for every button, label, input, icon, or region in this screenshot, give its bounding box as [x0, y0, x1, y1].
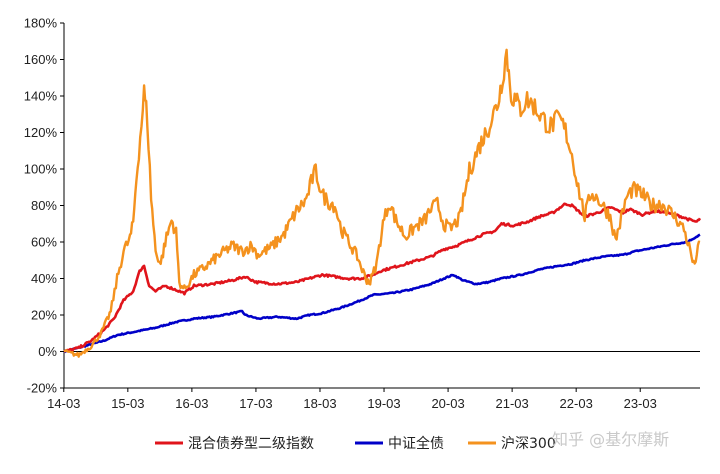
- x-tick-label: 23-03: [624, 396, 657, 411]
- y-tick-label: 0%: [38, 344, 57, 359]
- x-tick-label: 16-03: [175, 396, 208, 411]
- x-tick-label: 17-03: [239, 396, 272, 411]
- x-tick-label: 22-03: [560, 396, 593, 411]
- y-tick-label: 180%: [24, 16, 58, 31]
- legend: 混合债券型二级指数 中证全债 沪深300: [155, 435, 556, 452]
- y-tick-label: 100%: [24, 162, 58, 177]
- y-tick-label: 140%: [24, 89, 58, 104]
- x-tick-label: 20-03: [431, 396, 464, 411]
- x-tick-label: 19-03: [367, 396, 400, 411]
- y-axis: -20% 0% 20% 40% 60% 80% 100% 120% 140% 160% 180%: [24, 16, 65, 396]
- y-tick-label: 80%: [31, 198, 57, 213]
- series-lines: [63, 48, 702, 358]
- legend-label: 沪深300: [501, 436, 556, 452]
- watermark: 知乎 @基尔摩斯: [552, 430, 669, 449]
- legend-label: 中证全债: [388, 435, 444, 452]
- legend-label: 混合债券型二级指数: [188, 436, 314, 452]
- y-tick-label: -20%: [27, 381, 58, 396]
- y-tick-label: 60%: [31, 235, 57, 250]
- y-tick-label: 40%: [31, 271, 57, 286]
- y-tick-label: 20%: [31, 308, 57, 323]
- x-axis: 14-03 15-03 16-03 17-03 18-03 19-03 20-03 21-03…: [47, 351, 700, 411]
- x-tick-label: 15-03: [111, 396, 144, 411]
- y-tick-label: 120%: [24, 125, 58, 140]
- series-line: [63, 48, 701, 358]
- x-tick-label: 14-03: [47, 396, 80, 411]
- series-line: [63, 233, 701, 354]
- x-tick-label: 21-03: [495, 396, 528, 411]
- y-tick-label: 160%: [24, 52, 58, 67]
- series-line: [63, 202, 702, 353]
- x-tick-label: 18-03: [303, 396, 336, 411]
